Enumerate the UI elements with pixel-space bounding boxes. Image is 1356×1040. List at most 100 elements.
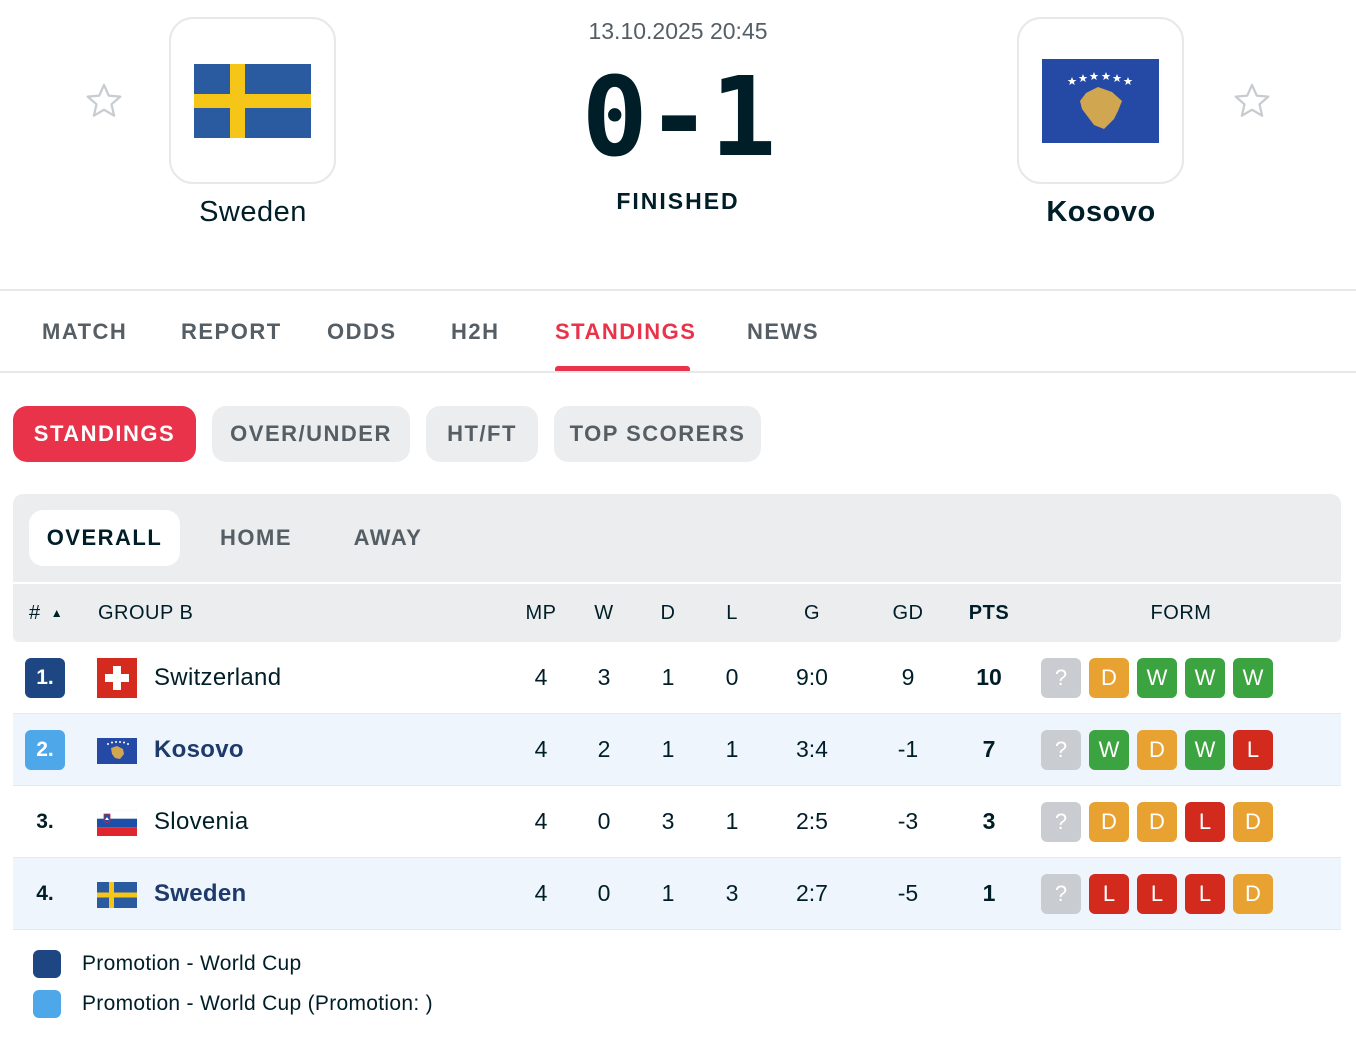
cell-d: 1 xyxy=(661,880,675,906)
tab-standings[interactable]: STANDINGS xyxy=(555,319,697,344)
header-group: GROUP B xyxy=(98,602,194,624)
favorite-star-icon[interactable] xyxy=(1231,80,1273,122)
cell-l: 3 xyxy=(725,880,739,906)
rank-badge: 1. xyxy=(25,658,65,698)
form-badge-win[interactable]: W xyxy=(1089,730,1129,770)
form-badge-win[interactable]: W xyxy=(1137,658,1177,698)
match-score: 0-1 xyxy=(581,53,777,181)
form-badge-upcoming[interactable]: ? xyxy=(1041,874,1081,914)
header-pts[interactable]: PTS xyxy=(968,602,1010,624)
table-row-highlighted[interactable]: 4. Sweden 4 0 1 3 2:7 -5 1 ? L L L D xyxy=(13,858,1341,930)
header-mp[interactable]: MP xyxy=(525,602,557,624)
filter-bar: OVERALL HOME AWAY xyxy=(13,494,1341,582)
form-badge-upcoming[interactable]: ? xyxy=(1041,658,1081,698)
cell-g: 2:7 xyxy=(796,880,828,906)
filter-overall[interactable]: OVERALL xyxy=(29,510,180,566)
sort-ascending-icon: ▲ xyxy=(50,606,64,620)
form-badge-loss[interactable]: L xyxy=(1089,874,1129,914)
cell-gd: -5 xyxy=(897,880,919,906)
cell-gd: -3 xyxy=(897,808,919,834)
team-name[interactable]: Sweden xyxy=(154,880,247,907)
cell-pts: 10 xyxy=(976,664,1002,690)
header-w[interactable]: W xyxy=(594,602,614,624)
form-badge-win[interactable]: W xyxy=(1185,658,1225,698)
table-row[interactable]: 3. Slovenia 4 0 3 1 2:5 -3 3 ? D D L D xyxy=(13,786,1341,858)
form-badge-upcoming[interactable]: ? xyxy=(1041,802,1081,842)
tab-match[interactable]: MATCH xyxy=(42,319,128,344)
subtab-over-under[interactable]: OVER/UNDER xyxy=(212,406,410,462)
cell-w: 3 xyxy=(597,664,611,690)
cell-g: 9:0 xyxy=(796,664,828,690)
cell-d: 3 xyxy=(661,808,675,834)
legend-swatch-promotion xyxy=(33,950,61,978)
form-badge-win[interactable]: W xyxy=(1233,658,1273,698)
tab-news[interactable]: NEWS xyxy=(747,319,819,344)
header-gd[interactable]: GD xyxy=(892,602,924,624)
cell-l: 1 xyxy=(725,808,739,834)
cell-mp: 4 xyxy=(534,664,548,690)
header-rank[interactable]: # ▲ xyxy=(29,602,63,625)
form-badge-draw[interactable]: D xyxy=(1137,730,1177,770)
filter-away[interactable]: AWAY xyxy=(353,525,423,550)
form-strip: ? L L L D xyxy=(1041,874,1273,914)
team-name[interactable]: Switzerland xyxy=(154,664,282,691)
table-header: # ▲ GROUP B MP W D L G GD PTS FORM xyxy=(13,584,1341,642)
form-badge-draw[interactable]: D xyxy=(1233,874,1273,914)
cell-pts: 3 xyxy=(982,808,996,834)
legend-item: Promotion - World Cup (Promotion: ) xyxy=(33,990,433,1018)
sweden-flag-icon xyxy=(194,63,311,138)
cell-g: 3:4 xyxy=(796,736,828,762)
favorite-star-icon[interactable] xyxy=(83,80,125,122)
form-badge-draw[interactable]: D xyxy=(1089,802,1129,842)
form-strip: ? D W W W xyxy=(1041,658,1273,698)
active-tab-indicator xyxy=(555,366,690,371)
form-badge-draw[interactable]: D xyxy=(1233,802,1273,842)
form-badge-loss[interactable]: L xyxy=(1137,874,1177,914)
subtab-top-scorers[interactable]: TOP SCORERS xyxy=(554,406,761,462)
form-badge-loss[interactable]: L xyxy=(1185,874,1225,914)
rank-badge: 4. xyxy=(36,882,54,905)
cell-pts: 7 xyxy=(982,736,996,762)
cell-mp: 4 xyxy=(534,880,548,906)
subtab-ht-ft[interactable]: HT/FT xyxy=(426,406,538,462)
match-datetime: 13.10.2025 20:45 xyxy=(588,18,768,44)
slovenia-flag-icon xyxy=(97,810,137,836)
tab-h2h[interactable]: H2H xyxy=(451,319,500,344)
header-d[interactable]: D xyxy=(660,602,676,624)
legend-swatch-promotion-playoff xyxy=(33,990,61,1018)
form-badge-upcoming[interactable]: ? xyxy=(1041,730,1081,770)
legend-label: Promotion - World Cup (Promotion: ) xyxy=(82,992,433,1015)
filter-home[interactable]: HOME xyxy=(220,525,292,550)
team-name[interactable]: Kosovo xyxy=(154,736,244,763)
form-badge-loss[interactable]: L xyxy=(1233,730,1273,770)
home-team-name[interactable]: Sweden xyxy=(199,196,307,228)
cell-d: 1 xyxy=(661,664,675,690)
kosovo-flag-icon xyxy=(97,738,137,764)
away-team-logo[interactable] xyxy=(1017,17,1184,184)
switzerland-flag-icon xyxy=(97,658,137,698)
cell-mp: 4 xyxy=(534,736,548,762)
tab-report[interactable]: REPORT xyxy=(181,319,282,344)
form-badge-draw[interactable]: D xyxy=(1137,802,1177,842)
legend-label: Promotion - World Cup xyxy=(82,952,302,975)
form-badge-loss[interactable]: L xyxy=(1185,802,1225,842)
table-row-highlighted[interactable]: 2. Kosovo 4 2 1 1 3:4 -1 7 ? W D W L xyxy=(13,714,1341,786)
form-badge-draw[interactable]: D xyxy=(1089,658,1129,698)
subtab-standings[interactable]: STANDINGS xyxy=(13,406,196,462)
home-team-logo[interactable] xyxy=(169,17,336,184)
rank-badge: 2. xyxy=(25,730,65,770)
cell-l: 1 xyxy=(725,736,739,762)
match-header: Sweden 13.10.2025 20:45 0-1 FINISHED Kos… xyxy=(0,0,1356,291)
rank-badge: 3. xyxy=(36,810,54,833)
team-name[interactable]: Slovenia xyxy=(154,808,249,835)
header-g[interactable]: G xyxy=(803,602,821,624)
header-l[interactable]: L xyxy=(726,602,738,624)
table-row[interactable]: 1. Switzerland 4 3 1 0 9:0 9 10 ? D W W … xyxy=(13,642,1341,714)
away-team-name[interactable]: Kosovo xyxy=(1046,196,1156,228)
form-badge-win[interactable]: W xyxy=(1185,730,1225,770)
cell-d: 1 xyxy=(661,736,675,762)
cell-w: 0 xyxy=(597,808,611,834)
tab-odds[interactable]: ODDS xyxy=(327,319,397,344)
cell-g: 2:5 xyxy=(796,808,828,834)
kosovo-flag-icon xyxy=(1042,58,1159,143)
